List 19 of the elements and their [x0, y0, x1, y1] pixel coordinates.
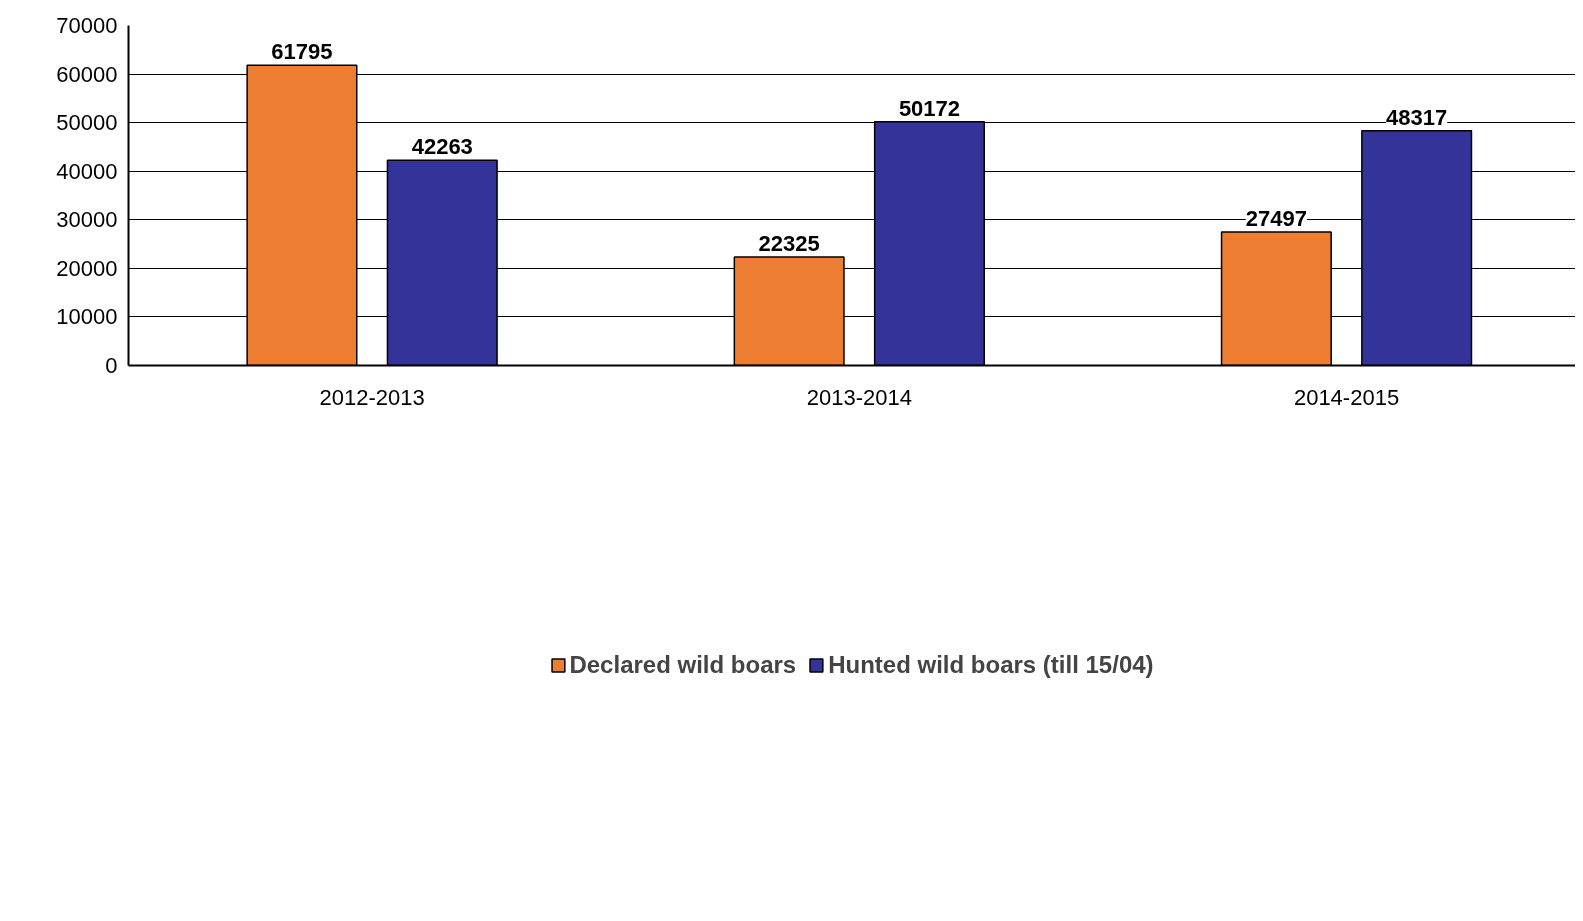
y-tick-label: 30000: [56, 207, 118, 233]
y-tick-label: 70000: [56, 13, 118, 38]
y-tick-label: 0: [105, 353, 118, 378]
data-label: 50172: [898, 95, 961, 121]
y-tick-label: 10000: [56, 304, 118, 330]
x-tick-label: 2012-2013: [319, 384, 425, 410]
y-tick-label: 60000: [56, 61, 118, 87]
data-label: 48317: [1386, 104, 1448, 130]
legend-label: Declared wild boars: [569, 651, 797, 679]
data-label: 27497: [1245, 205, 1307, 231]
y-tick-label: 20000: [56, 255, 118, 281]
x-tick-label: 2013-2014: [806, 384, 912, 410]
data-label: 22325: [758, 231, 820, 257]
x-tick-label: 2014-2015: [1293, 384, 1400, 410]
y-tick-label: 50000: [56, 110, 118, 136]
data-label: 61795: [271, 39, 333, 65]
data-label: 42263: [411, 134, 473, 160]
y-tick-label: 40000: [56, 158, 118, 184]
legend-label: Hunted wild boars (till 15/04): [828, 651, 1154, 679]
